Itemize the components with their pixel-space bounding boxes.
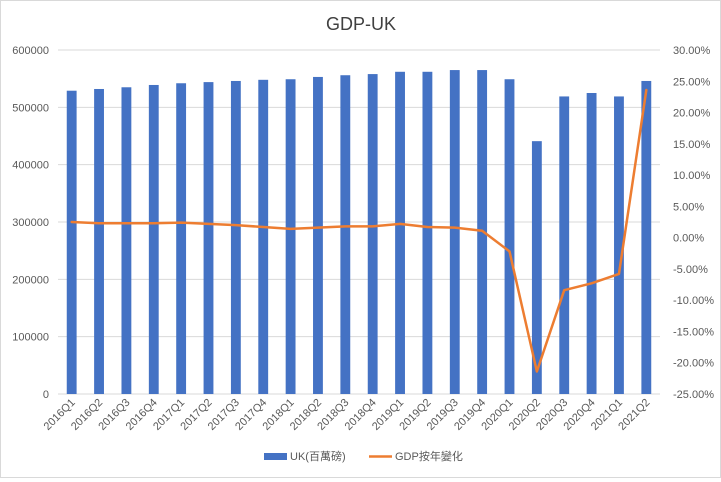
bar	[614, 96, 624, 394]
legend-label-uk: UK(百萬磅)	[290, 449, 346, 463]
bar	[586, 93, 597, 394]
bar	[367, 74, 378, 394]
bar	[504, 79, 515, 395]
left-axis: 0 100000 200000 300000 400000 500000 600000	[12, 45, 49, 401]
right-tick-label: 10.00%	[673, 170, 711, 182]
left-tick-label: 500000	[12, 102, 49, 114]
right-tick-label: -20.00%	[673, 358, 714, 370]
left-tick-label: 600000	[12, 45, 49, 57]
right-tick-label: -10.00%	[673, 295, 714, 307]
left-tick-label: 200000	[12, 274, 49, 286]
bar	[230, 80, 241, 395]
bar	[203, 82, 214, 395]
left-tick-label: 0	[43, 389, 49, 401]
right-tick-label: 25.00%	[673, 76, 711, 88]
bar	[422, 71, 433, 394]
right-tick-label: 5.00%	[673, 201, 704, 213]
right-tick-label: -5.00%	[673, 264, 708, 276]
right-tick-label: 15.00%	[673, 139, 711, 151]
left-tick-label: 100000	[12, 332, 49, 344]
bar	[66, 90, 77, 394]
bar	[176, 83, 187, 395]
legend-swatch-uk	[264, 453, 287, 460]
right-tick-label: -25.00%	[673, 389, 714, 401]
bar	[641, 80, 652, 395]
bar	[94, 88, 104, 394]
right-axis: -25.00% -20.00% -15.00% -10.00% -5.00% 0.00% 5…	[673, 45, 714, 401]
gridlines	[58, 49, 660, 395]
series-line	[70, 88, 648, 373]
left-tick-label: 300000	[12, 217, 49, 229]
bar	[121, 87, 132, 395]
bar	[285, 79, 296, 395]
left-tick-label: 400000	[12, 160, 49, 172]
bar	[395, 71, 405, 394]
bar	[258, 79, 269, 395]
bar-series-uk	[66, 70, 652, 395]
bar	[531, 141, 542, 394]
legend-label-gdp-yoy: GDP按年變化	[395, 449, 463, 463]
right-tick-label: -15.00%	[673, 326, 714, 338]
legend: UK(百萬磅) GDP按年變化	[264, 449, 463, 463]
bar	[449, 70, 460, 395]
right-tick-label: 20.00%	[673, 108, 711, 120]
bar	[148, 84, 159, 395]
bar	[559, 96, 570, 394]
bar	[313, 76, 323, 395]
chart-title: GDP-UK	[326, 14, 396, 34]
x-axis: 2016Q12016Q22016Q32016Q42017Q12017Q22017…	[42, 397, 653, 433]
line-series-gdp-yoy	[70, 88, 648, 373]
right-tick-label: 0.00%	[673, 233, 704, 245]
right-tick-label: 30.00%	[673, 45, 711, 57]
bar	[340, 75, 351, 394]
